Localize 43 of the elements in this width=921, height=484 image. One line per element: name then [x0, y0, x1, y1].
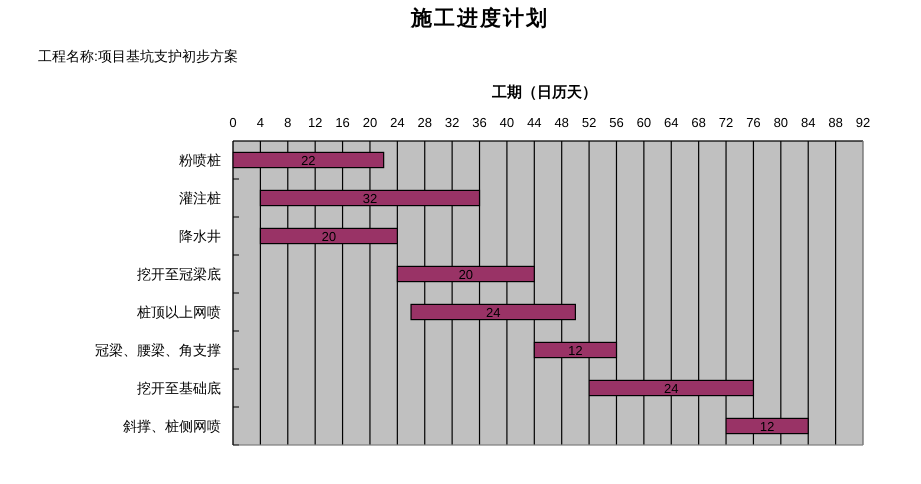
x-tick-label: 36 — [472, 115, 487, 130]
x-tick-label: 64 — [664, 115, 678, 130]
y-tick-label: 粉喷桩 — [179, 152, 221, 168]
x-tick-label: 8 — [284, 115, 292, 130]
data-label: 12 — [568, 343, 583, 358]
x-tick-label: 4 — [256, 115, 264, 130]
x-tick-label: 56 — [609, 115, 624, 130]
x-tick-label: 48 — [554, 115, 569, 130]
x-tick-label: 76 — [746, 115, 761, 130]
data-label: 22 — [301, 153, 316, 168]
x-tick-label: 68 — [691, 115, 706, 130]
x-tick-label: 84 — [800, 115, 816, 130]
x-tick-label: 24 — [390, 115, 405, 130]
x-tick-label: 12 — [308, 115, 322, 130]
x-tick-label: 0 — [229, 115, 237, 130]
x-tick-label: 44 — [527, 115, 542, 130]
text: 工程名称:项目基坑支护初步方案 — [38, 48, 238, 64]
y-tick-label: 降水井 — [179, 228, 221, 244]
data-label: 24 — [664, 381, 678, 396]
x-tick-label: 80 — [774, 115, 788, 130]
data-label: 32 — [362, 191, 378, 206]
x-tick-label: 20 — [362, 115, 378, 130]
y-tick-label: 斜撑、桩侧网喷 — [123, 418, 221, 434]
x-tick-label: 72 — [718, 115, 734, 130]
data-label: 12 — [760, 419, 774, 434]
data-label: 24 — [486, 305, 500, 320]
chart-title: 施工进度计划 — [410, 6, 549, 30]
y-tick-label: 挖开至基础底 — [137, 380, 221, 396]
data-label: 20 — [458, 267, 474, 282]
x-tick-label: 28 — [418, 115, 432, 130]
x-tick-label: 32 — [444, 115, 460, 130]
x-tick-label: 40 — [500, 115, 514, 130]
x-tick-label: 52 — [582, 115, 596, 130]
data-label: 20 — [322, 229, 336, 244]
x-tick-label: 92 — [856, 115, 870, 130]
x-axis-title: 工期（日历天） — [491, 84, 597, 101]
y-tick-label: 桩顶以上网喷 — [136, 304, 221, 320]
y-tick-label: 灌注桩 — [179, 190, 221, 206]
x-tick-label: 60 — [636, 115, 652, 130]
x-tick-label: 16 — [335, 115, 350, 130]
x-tick-label: 88 — [828, 115, 843, 130]
y-tick-label: 挖开至冠梁底 — [137, 266, 221, 282]
y-tick-label: 冠梁、腰梁、角支撑 — [95, 342, 221, 358]
